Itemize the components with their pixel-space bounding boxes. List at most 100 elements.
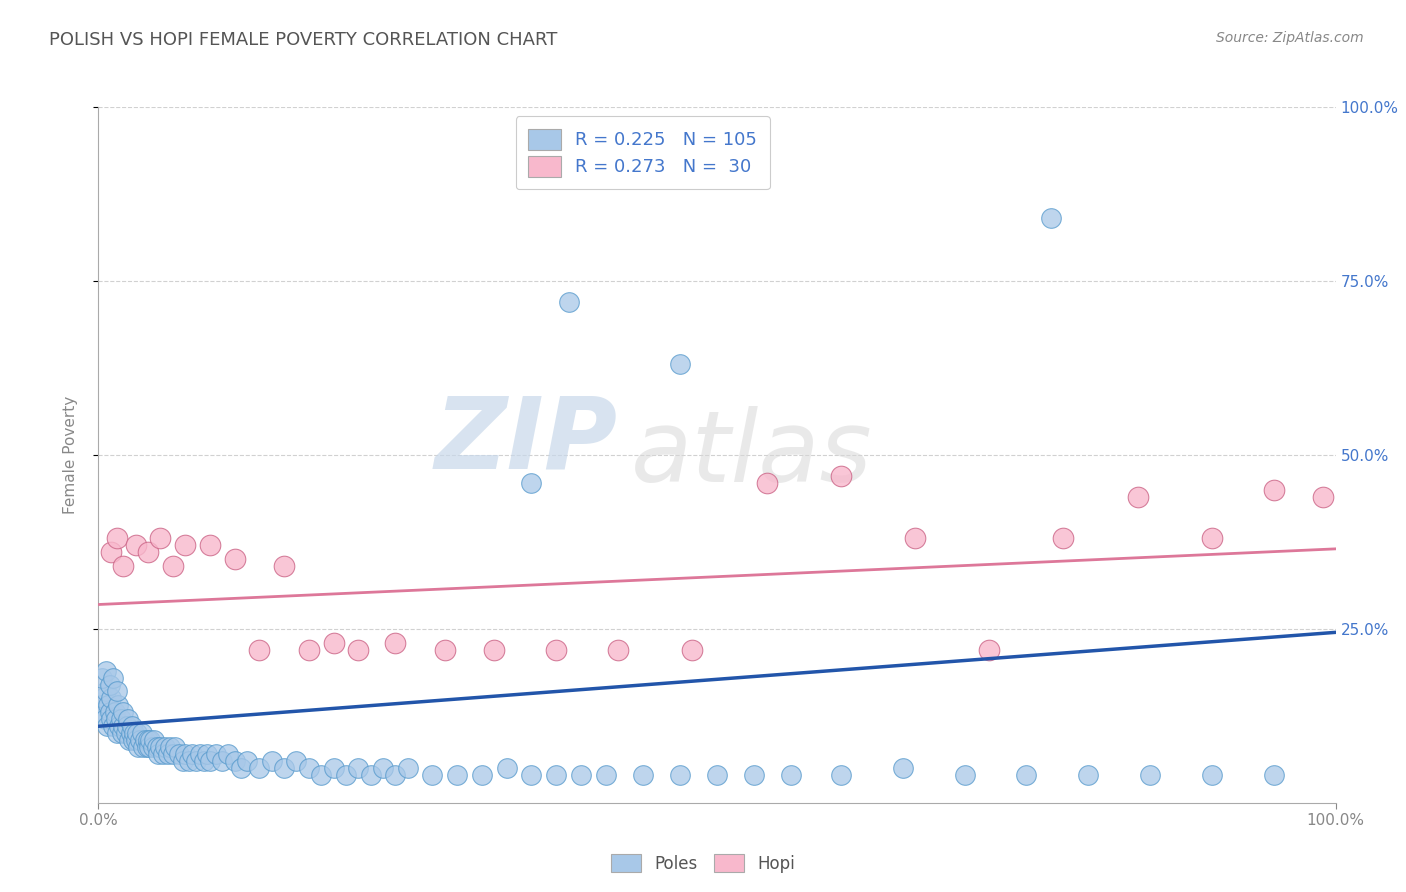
Point bbox=[181, 747, 204, 761]
Point bbox=[706, 768, 728, 782]
Text: atlas: atlas bbox=[630, 407, 872, 503]
Point bbox=[103, 671, 125, 685]
Point bbox=[247, 642, 270, 657]
Point bbox=[979, 642, 1001, 657]
Point bbox=[105, 684, 128, 698]
Y-axis label: Female Poverty: Female Poverty bbox=[63, 396, 77, 514]
Text: Source: ZipAtlas.com: Source: ZipAtlas.com bbox=[1216, 31, 1364, 45]
Point bbox=[177, 754, 200, 768]
Point bbox=[139, 733, 162, 747]
Point bbox=[111, 726, 134, 740]
Point bbox=[247, 761, 270, 775]
Point bbox=[155, 740, 177, 755]
Point bbox=[124, 733, 146, 747]
Point bbox=[260, 754, 283, 768]
Point bbox=[96, 719, 118, 733]
Point bbox=[347, 642, 370, 657]
Point bbox=[108, 719, 131, 733]
Point bbox=[285, 754, 308, 768]
Point bbox=[114, 726, 136, 740]
Point bbox=[755, 475, 778, 490]
Point bbox=[122, 733, 145, 747]
Point bbox=[520, 768, 543, 782]
Point bbox=[149, 740, 172, 755]
Point bbox=[595, 768, 617, 782]
Point bbox=[471, 768, 494, 782]
Point bbox=[94, 684, 117, 698]
Point bbox=[198, 754, 221, 768]
Point bbox=[211, 754, 233, 768]
Point bbox=[162, 559, 184, 574]
Point bbox=[136, 545, 159, 559]
Point bbox=[273, 761, 295, 775]
Point bbox=[384, 768, 406, 782]
Point bbox=[167, 747, 190, 761]
Point bbox=[129, 733, 152, 747]
Point bbox=[135, 740, 157, 755]
Point bbox=[830, 768, 852, 782]
Point bbox=[205, 747, 228, 761]
Point bbox=[186, 754, 208, 768]
Point bbox=[495, 761, 517, 775]
Point bbox=[607, 642, 630, 657]
Point bbox=[371, 761, 394, 775]
Point bbox=[131, 726, 153, 740]
Point bbox=[174, 747, 197, 761]
Point bbox=[112, 706, 135, 720]
Point bbox=[904, 532, 927, 546]
Point bbox=[98, 677, 121, 691]
Point bbox=[97, 698, 120, 713]
Point bbox=[165, 740, 187, 755]
Point bbox=[118, 733, 141, 747]
Point bbox=[105, 726, 128, 740]
Point bbox=[100, 712, 122, 726]
Point bbox=[446, 768, 468, 782]
Point bbox=[322, 636, 344, 650]
Point bbox=[546, 642, 568, 657]
Text: POLISH VS HOPI FEMALE POVERTY CORRELATION CHART: POLISH VS HOPI FEMALE POVERTY CORRELATIO… bbox=[49, 31, 558, 49]
Legend: Poles, Hopi: Poles, Hopi bbox=[605, 847, 801, 880]
Point bbox=[198, 538, 221, 552]
Point bbox=[125, 726, 148, 740]
Point bbox=[546, 768, 568, 782]
Point bbox=[273, 559, 295, 574]
Point bbox=[1126, 490, 1149, 504]
Point bbox=[143, 733, 166, 747]
Point bbox=[1052, 532, 1074, 546]
Point bbox=[1015, 768, 1038, 782]
Point bbox=[124, 538, 146, 552]
Point bbox=[159, 740, 181, 755]
Point bbox=[891, 761, 914, 775]
Point bbox=[98, 706, 121, 720]
Point bbox=[322, 761, 344, 775]
Point bbox=[1263, 768, 1285, 782]
Point bbox=[105, 532, 128, 546]
Point bbox=[136, 733, 159, 747]
Point bbox=[1201, 532, 1223, 546]
Point bbox=[172, 754, 194, 768]
Point bbox=[152, 747, 174, 761]
Point bbox=[145, 740, 167, 755]
Point bbox=[347, 761, 370, 775]
Point bbox=[384, 636, 406, 650]
Point bbox=[124, 726, 146, 740]
Point bbox=[162, 747, 184, 761]
Point bbox=[953, 768, 976, 782]
Point bbox=[681, 642, 703, 657]
Point bbox=[156, 747, 179, 761]
Point bbox=[236, 754, 259, 768]
Point bbox=[224, 552, 246, 566]
Point bbox=[115, 719, 138, 733]
Point bbox=[669, 768, 692, 782]
Point bbox=[569, 768, 592, 782]
Point bbox=[669, 358, 692, 372]
Point bbox=[149, 532, 172, 546]
Point bbox=[120, 726, 142, 740]
Point bbox=[1077, 768, 1099, 782]
Point bbox=[780, 768, 803, 782]
Point bbox=[142, 740, 165, 755]
Point bbox=[335, 768, 357, 782]
Point bbox=[91, 671, 114, 685]
Point bbox=[94, 664, 117, 678]
Point bbox=[224, 754, 246, 768]
